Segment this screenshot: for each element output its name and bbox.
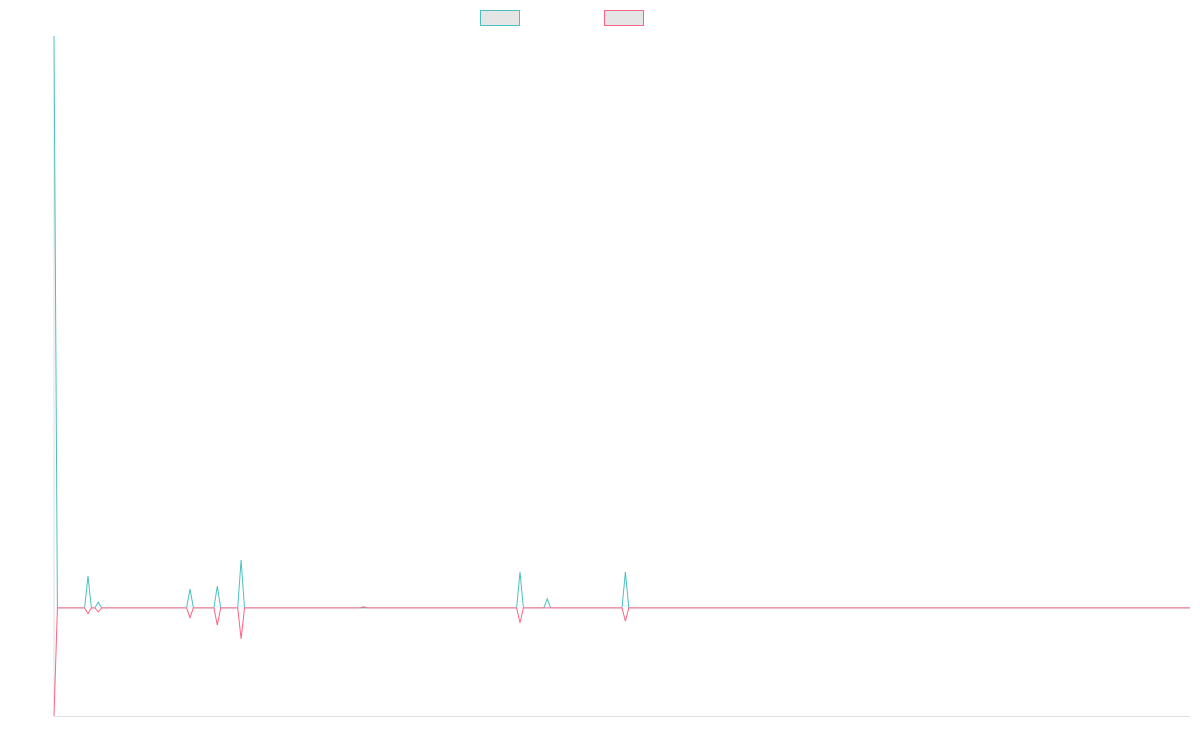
legend-swatch-series-2[interactable] [604,10,644,26]
series-1-line [53,35,1190,609]
series-2-line [53,606,1190,717]
legend-swatch-series-1[interactable] [480,10,520,26]
